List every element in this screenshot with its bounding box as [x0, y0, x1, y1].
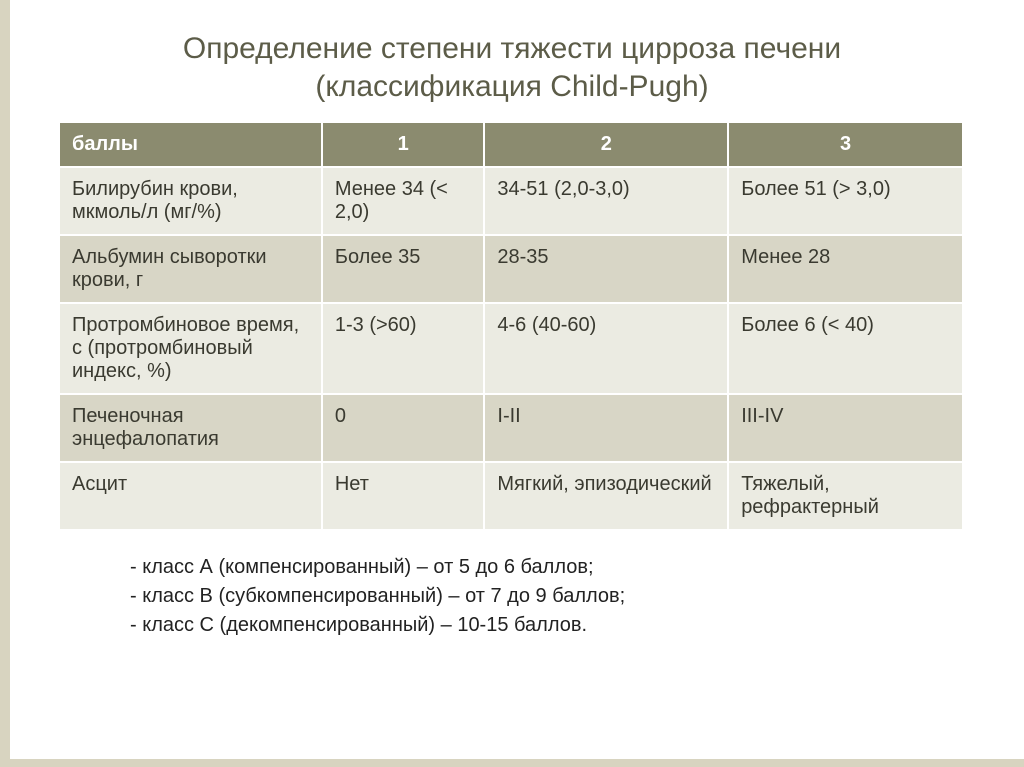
- table-header-row: баллы 1 2 3: [60, 123, 963, 167]
- decor-bottom-bar: [0, 759, 1024, 767]
- table-cell: 1-3 (>60): [322, 303, 485, 394]
- table-row: Асцит Нет Мягкий, эпизодический Тяжелый,…: [60, 462, 963, 530]
- notes-block: - класс А (компенсированный) – от 5 до 6…: [60, 553, 964, 640]
- table-cell: Более 35: [322, 235, 485, 303]
- title-line2: (классификация Child-Pugh): [60, 68, 964, 106]
- slide: Определение степени тяжести цирроза пече…: [0, 0, 1024, 767]
- table-cell: Билирубин крови, мкмоль/л (мг/%): [60, 167, 322, 235]
- page-title: Определение степени тяжести цирроза пече…: [60, 30, 964, 105]
- classification-table: баллы 1 2 3 Билирубин крови, мкмоль/л (м…: [60, 123, 964, 531]
- table-row: Печеночная энцефалопатия 0 I-II III-IV: [60, 394, 963, 462]
- table-cell: Более 51 (> 3,0): [728, 167, 963, 235]
- table-cell: 0: [322, 394, 485, 462]
- table-cell: III-IV: [728, 394, 963, 462]
- table-cell: I-II: [484, 394, 728, 462]
- table-row: Альбумин сыворотки крови, г Более 35 28-…: [60, 235, 963, 303]
- note-line: - класс В (субкомпенсированный) – от 7 д…: [130, 582, 964, 611]
- header-cell: 1: [322, 123, 485, 167]
- table-cell: Тяжелый, рефрактерный: [728, 462, 963, 530]
- table-cell: Мягкий, эпизодический: [484, 462, 728, 530]
- table-cell: Менее 34 (< 2,0): [322, 167, 485, 235]
- table-cell: 34-51 (2,0-3,0): [484, 167, 728, 235]
- header-cell: 2: [484, 123, 728, 167]
- table-cell: Асцит: [60, 462, 322, 530]
- note-line: - класс А (компенсированный) – от 5 до 6…: [130, 553, 964, 582]
- note-line: - класс С (декомпенсированный) – 10-15 б…: [130, 611, 964, 640]
- table-row: Билирубин крови, мкмоль/л (мг/%) Менее 3…: [60, 167, 963, 235]
- table-cell: Альбумин сыворотки крови, г: [60, 235, 322, 303]
- table-cell: Печеночная энцефалопатия: [60, 394, 322, 462]
- table-cell: Протромбиновое время, с (протромбиновый …: [60, 303, 322, 394]
- table-row: Протромбиновое время, с (протромбиновый …: [60, 303, 963, 394]
- table-cell: Менее 28: [728, 235, 963, 303]
- title-line1: Определение степени тяжести цирроза пече…: [183, 32, 841, 65]
- decor-left-bar: [0, 0, 10, 767]
- header-cell: баллы: [60, 123, 322, 167]
- table-cell: Более 6 (< 40): [728, 303, 963, 394]
- table-cell: 4-6 (40-60): [484, 303, 728, 394]
- header-cell: 3: [728, 123, 963, 167]
- table-cell: 28-35: [484, 235, 728, 303]
- table-cell: Нет: [322, 462, 485, 530]
